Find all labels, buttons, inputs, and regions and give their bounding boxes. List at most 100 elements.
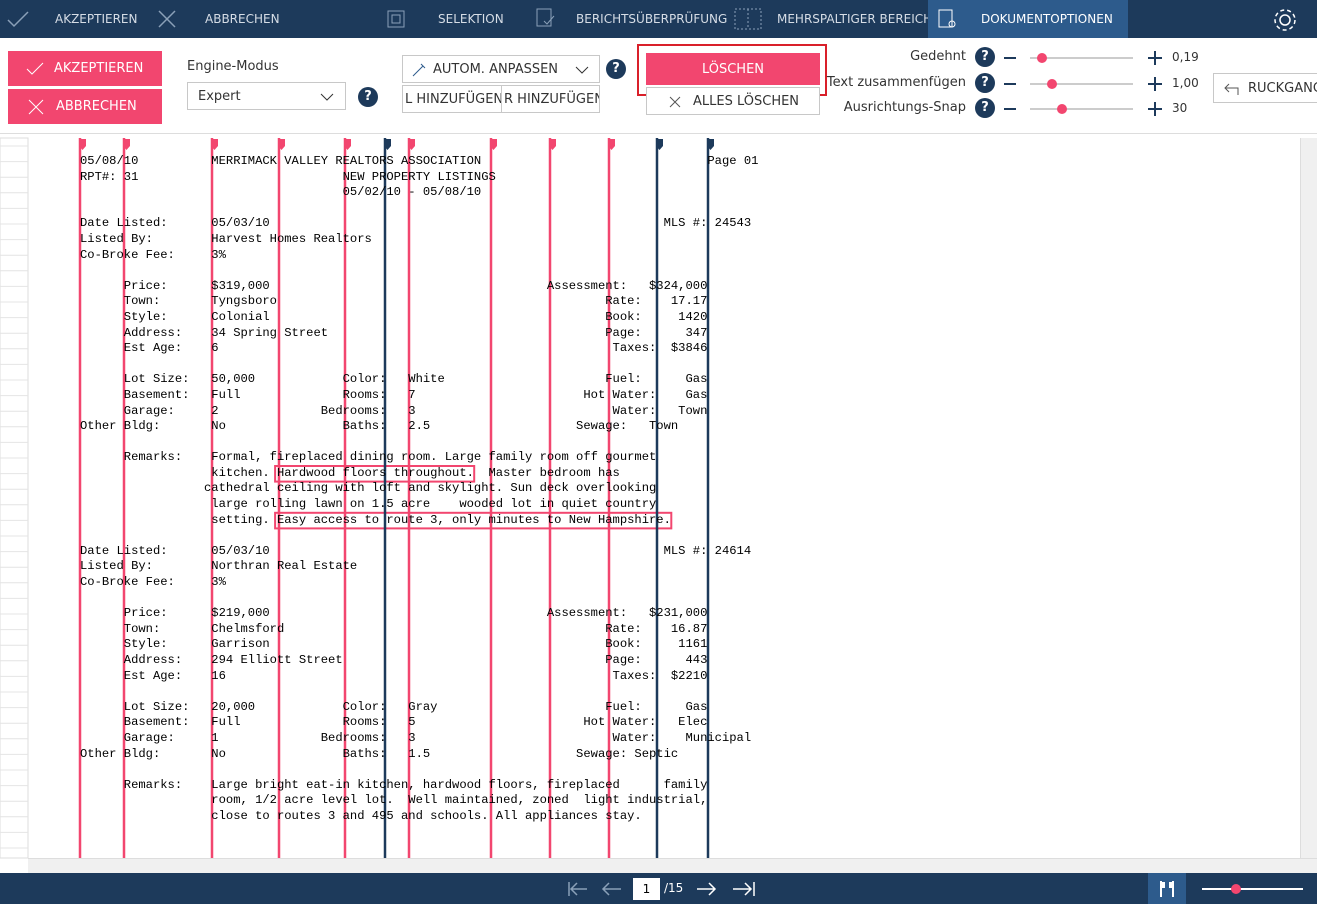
slider-thumb[interactable] <box>1057 104 1067 114</box>
text-line: Listed By: Harvest Homes Realtors <box>80 231 372 246</box>
zoom-track[interactable] <box>1202 888 1303 890</box>
delete-button[interactable]: LÖSCHEN <box>646 53 820 85</box>
icon <box>1160 881 1174 897</box>
text-line: Style: Colonial Book: 1420 <box>80 309 708 324</box>
text-block: Remarks: Large bright eat-in kitchen, ha… <box>80 778 758 825</box>
engine-select[interactable]: Expert <box>187 82 346 110</box>
text-block: Price: $319,000 Assessment: $324,000 Tow… <box>80 279 758 357</box>
slider-plus[interactable] <box>1154 102 1156 116</box>
top-nav: AKZEPTIEREN ABBRECHEN SELEKTION BERICHTS… <box>0 0 1317 38</box>
nav-item[interactable]: ABBRECHEN <box>205 12 280 26</box>
text-line: Lot Size: 50,000 Color: White Fuel: Gas <box>80 372 708 387</box>
label: ALLES LÖSCHEN <box>693 93 800 109</box>
document-text: 05/08/10 MERRIMACK VALLEY REALTORS ASSOC… <box>80 154 758 825</box>
settings-icon[interactable] <box>1272 7 1298 33</box>
help-icon[interactable]: ? <box>975 47 995 67</box>
text-block: Lot Size: 20,000 Color: Gray Fuel: Gas B… <box>80 700 758 762</box>
column-handle[interactable] <box>344 139 351 150</box>
accept-button[interactable]: AKZEPTIEREN <box>8 51 162 86</box>
help-icon[interactable]: ? <box>975 98 995 118</box>
gutter <box>0 137 29 859</box>
column-handle[interactable] <box>79 139 86 150</box>
slider-track[interactable] <box>1030 108 1133 110</box>
column-handle[interactable] <box>656 139 663 150</box>
text-line: room, 1/2 acre level lot. Well maintaine… <box>80 793 708 808</box>
column-handle[interactable] <box>384 139 391 150</box>
icon <box>1224 83 1239 95</box>
text-line: Date Listed: 05/03/10 MLS #: 24614 <box>80 543 752 558</box>
icon <box>938 9 956 28</box>
help-icon[interactable]: ? <box>975 72 995 93</box>
slider-track[interactable] <box>1030 82 1133 85</box>
add-right-button[interactable]: R HINZUFÜGEN <box>501 85 600 113</box>
column-handle[interactable] <box>608 139 615 150</box>
column-handle[interactable] <box>278 139 285 150</box>
text-highlight <box>274 511 673 530</box>
column-handle[interactable] <box>549 139 556 150</box>
column-handle[interactable] <box>123 139 130 150</box>
text-line: Other Bldg: No Baths: 1.5 Sewage: Septic <box>80 746 679 761</box>
help-icon[interactable]: ? <box>606 59 626 79</box>
bottom-bar: 1 /15 <box>0 873 1317 904</box>
slider-label: Gedehnt <box>910 49 966 64</box>
column-handle[interactable] <box>408 139 415 150</box>
icon <box>26 62 44 75</box>
text-line: 05/02/10 - 05/08/10 <box>80 185 482 200</box>
slider-plus[interactable] <box>1154 51 1156 65</box>
delete-all-button[interactable]: ALLES LÖSCHEN <box>646 87 820 115</box>
text-line: Town: Chelmsford Rate: 16.87 <box>80 621 708 636</box>
page-input[interactable]: 1 <box>633 878 660 900</box>
text-block: Lot Size: 50,000 Color: White Fuel: Gas … <box>80 372 758 434</box>
text-line: Basement: Full Rooms: 5 Hot Water: Elec <box>80 715 708 730</box>
zoom-thumb[interactable] <box>1231 884 1241 894</box>
text-line: RPT#: 31 NEW PROPERTY LISTINGS <box>80 169 496 184</box>
text-line: setting. Easy access to route 3, only mi… <box>80 512 671 527</box>
text-block: Date Listed: 05/03/10 MLS #: 24614 Listed… <box>80 544 758 591</box>
help-icon[interactable]: ? <box>358 87 378 107</box>
text-line: Town: Tyngsboro Rate: 17.17 <box>80 294 708 309</box>
slider-minus[interactable] <box>1004 57 1016 59</box>
view-toggle[interactable] <box>1148 873 1186 904</box>
slider-thumb[interactable] <box>1037 53 1047 63</box>
text-line: Other Bldg: No Baths: 2.5 Sewage: Town <box>80 419 679 434</box>
text-line: cathedral ceiling with loft and skylight… <box>80 481 657 496</box>
slider-label: Text zusammenfügen <box>826 74 966 90</box>
text-highlight <box>274 465 476 483</box>
add-left-button[interactable]: L HINZUFÜGEN <box>402 85 502 113</box>
slider-thumb[interactable] <box>1047 78 1057 89</box>
active-tab[interactable]: DOKUMENTOPTIONEN <box>928 0 1128 38</box>
icon <box>734 8 762 30</box>
nav-item[interactable]: MEHRSPALTIGER BEREICH <box>777 12 933 26</box>
vertical-scrollbar[interactable] <box>1300 138 1317 858</box>
text-line: Listed By: Northran Real Estate <box>80 559 358 574</box>
nav-item[interactable]: BERICHTSÜBERPRÜFUNG <box>576 12 728 26</box>
nav-item[interactable]: AKZEPTIEREN <box>55 12 138 26</box>
nav-item[interactable]: SELEKTION <box>438 12 504 26</box>
separator <box>0 133 1317 134</box>
page-total: /15 <box>664 881 684 895</box>
column-handle[interactable] <box>211 139 218 150</box>
column-handle[interactable] <box>490 139 497 150</box>
nav-item[interactable]: DOKUMENTOPTIONEN <box>981 12 1113 26</box>
slider-track[interactable] <box>1030 57 1133 59</box>
column-handle[interactable] <box>707 139 714 150</box>
slider-plus[interactable] <box>1154 76 1156 91</box>
text-line: Date Listed: 05/03/10 MLS #: 24543 <box>80 216 752 231</box>
label: R HINZUFÜGEN <box>504 91 600 107</box>
slider-minus[interactable] <box>1004 108 1016 110</box>
slider-minus[interactable] <box>1004 82 1016 85</box>
text-block: Date Listed: 05/03/10 MLS #: 24543 Listed… <box>80 216 758 263</box>
horizontal-scrollbar[interactable] <box>28 858 1317 873</box>
slider-value: 30 <box>1172 101 1188 115</box>
text-line: Price: $219,000 Assessment: $231,000 <box>80 606 708 621</box>
cancel-button[interactable]: ABBRECHEN <box>8 89 162 124</box>
text-line: Address: 294 Elliott Street Page: 443 <box>80 653 708 667</box>
undo-button[interactable]: RUCKGANG <box>1213 73 1317 103</box>
text-line: 05/08/10 MERRIMACK VALLEY REALTORS ASSOC… <box>80 154 759 168</box>
auto-fit-select[interactable]: AUTOM. ANPASSEN <box>402 55 600 83</box>
text-line: large rolling lawn on 1.5 acre wooded lo… <box>80 497 657 512</box>
text-block: Price: $219,000 Assessment: $231,000 Tow… <box>80 606 758 684</box>
pager-icons[interactable] <box>565 879 765 899</box>
